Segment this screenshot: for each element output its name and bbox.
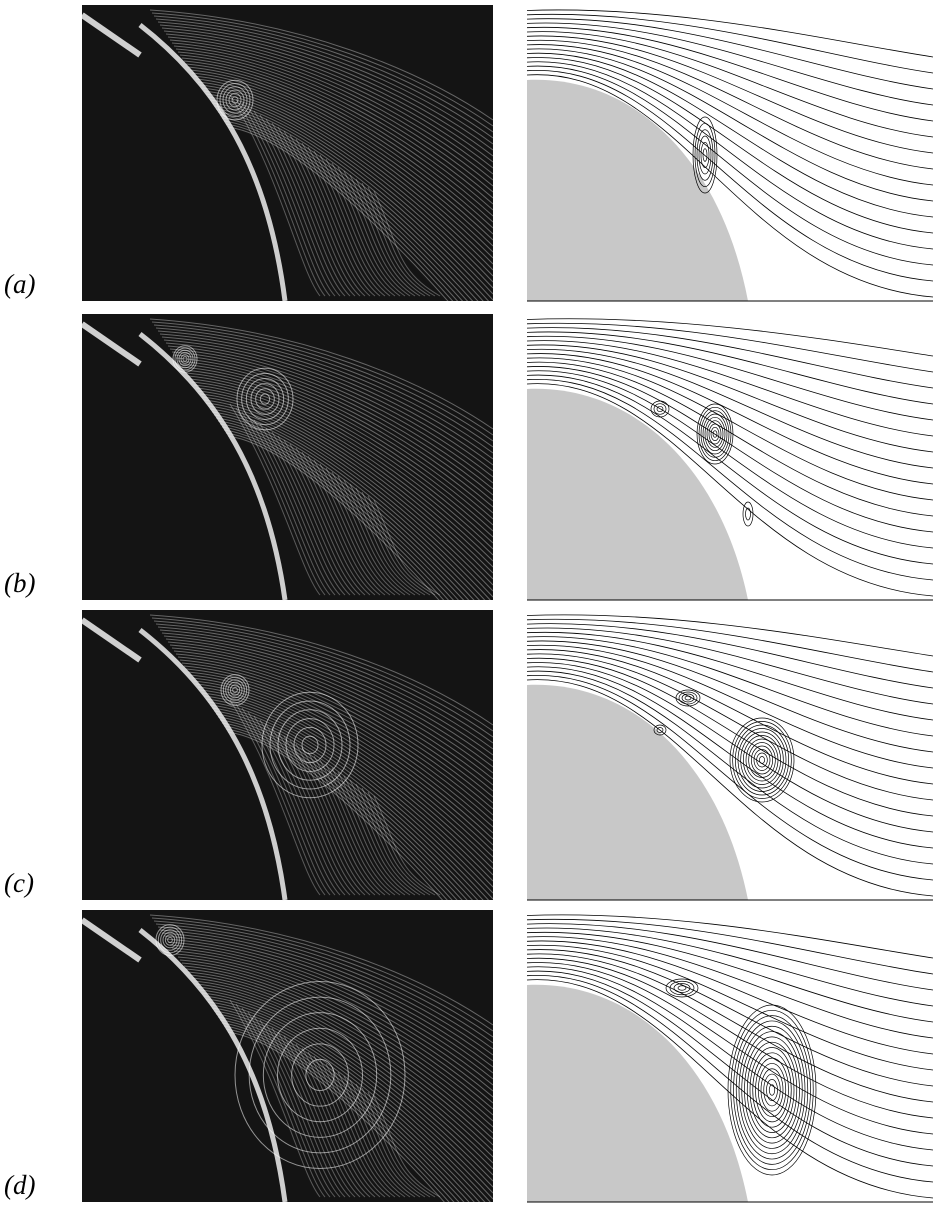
- streamline: [527, 915, 933, 958]
- panel-label: (d): [4, 1170, 35, 1200]
- vortex-contour: [742, 1032, 803, 1149]
- vortex-contour: [739, 1026, 805, 1154]
- vortex-contour: [743, 502, 753, 526]
- vortex-contour: [747, 1042, 797, 1138]
- streamline: [527, 924, 933, 990]
- vortex-contour: [767, 1079, 778, 1100]
- figure: (a) (b) (c) (d): [0, 0, 933, 1214]
- body: [527, 985, 748, 1202]
- vortex-contour: [749, 743, 776, 778]
- vortex-contour: [730, 718, 794, 802]
- vortex-contour: [750, 1048, 794, 1133]
- vortex-contour: [757, 753, 768, 767]
- streamline: [527, 10, 933, 57]
- panel-row: (c): [4, 610, 933, 959]
- body: [527, 685, 748, 900]
- vortex-contour: [759, 757, 764, 764]
- streamline: [527, 619, 933, 672]
- panel-label: (b): [4, 568, 35, 598]
- vortex-contour: [741, 732, 784, 788]
- vortex-contour: [733, 722, 792, 799]
- body: [527, 80, 748, 301]
- vortex-contour: [731, 1010, 814, 1169]
- vortex-contour: [756, 1058, 789, 1122]
- vortex-contour: [761, 1069, 783, 1112]
- vortex-contour: [746, 508, 751, 520]
- panel-row: (d): [4, 910, 933, 1214]
- panel-label: (c): [4, 868, 34, 898]
- vortex-contour: [685, 696, 691, 700]
- panel-label: (a): [4, 269, 35, 299]
- vortex-contour: [676, 690, 700, 706]
- vortex-contour: [678, 986, 686, 991]
- vortex-contour: [769, 1085, 775, 1096]
- vortex-contour: [746, 739, 778, 781]
- panel-row: (a): [4, 5, 933, 354]
- vortex-contour: [734, 1016, 811, 1165]
